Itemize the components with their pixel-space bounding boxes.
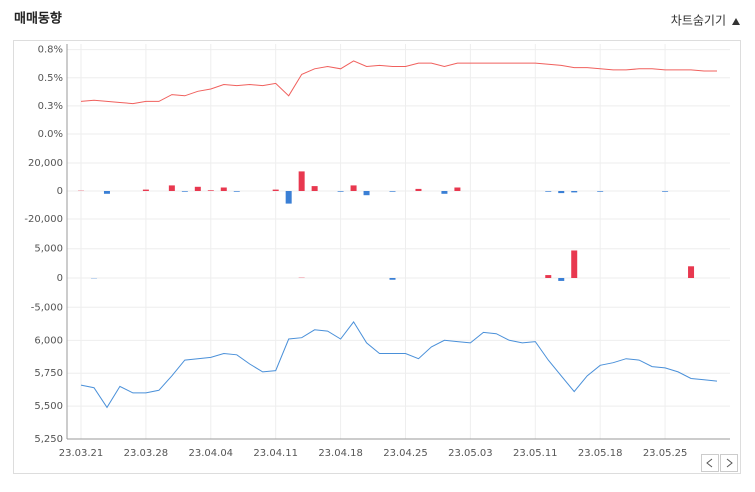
bar: [545, 275, 551, 278]
bar: [415, 189, 421, 191]
bar: [545, 191, 551, 192]
bar: [104, 191, 110, 194]
bar: [441, 191, 447, 194]
bar: [571, 250, 577, 278]
y-tick-label: -5,000: [31, 302, 63, 313]
prev-button[interactable]: [702, 455, 719, 472]
bar: [390, 278, 396, 280]
bar: [390, 191, 396, 192]
bar: [169, 185, 175, 191]
x-tick-label: 23.03.21: [59, 448, 104, 459]
line-series: [81, 322, 717, 408]
y-tick-label: 0: [57, 273, 63, 284]
x-tick-label: 23.04.04: [189, 448, 234, 459]
x-tick-label: 23.04.18: [318, 448, 363, 459]
bar: [221, 188, 227, 192]
y-tick-label: -20,000: [24, 214, 63, 225]
y-tick-label: 0: [57, 186, 63, 197]
toggle-chart[interactable]: 차트숨기기: [671, 14, 726, 28]
bar: [351, 185, 357, 191]
y-tick-label: 0.0%: [38, 129, 63, 140]
y-tick-label: 0.3%: [38, 101, 63, 112]
bar: [454, 188, 460, 192]
bar: [286, 191, 292, 204]
bar: [208, 190, 214, 191]
y-tick-label: 6,000: [34, 335, 63, 346]
x-tick-label: 23.05.03: [448, 448, 493, 459]
toggle-arrow[interactable]: [732, 18, 740, 25]
bar: [299, 171, 305, 191]
bar: [558, 191, 564, 193]
x-tick-label: 23.04.11: [253, 448, 298, 459]
bar: [597, 191, 603, 192]
bar: [143, 190, 149, 191]
bar: [182, 191, 188, 192]
y-tick-label: 20,000: [28, 158, 63, 169]
bar: [195, 187, 201, 191]
section-title: 매매동향: [14, 11, 62, 27]
x-tick-label: 23.05.11: [513, 448, 558, 459]
x-tick-label: 23.05.25: [643, 448, 688, 459]
y-tick-label: 5,750: [34, 368, 63, 379]
line-series: [81, 61, 717, 104]
bar: [364, 191, 370, 195]
bar: [558, 278, 564, 281]
x-tick-label: 23.03.28: [124, 448, 169, 459]
bar: [662, 191, 668, 192]
y-tick-label: 0.8%: [38, 45, 63, 56]
bar: [338, 191, 344, 192]
y-tick-label: 5,250: [34, 434, 63, 445]
y-tick-label: 5,500: [34, 401, 63, 412]
y-tick-label: 5,000: [34, 244, 63, 255]
x-tick-label: 23.04.25: [383, 448, 428, 459]
y-tick-label: 0.5%: [38, 73, 63, 84]
next-button[interactable]: [721, 455, 738, 472]
bar: [571, 191, 577, 192]
bar: [688, 266, 694, 278]
x-tick-label: 23.05.18: [578, 448, 623, 459]
bar: [273, 190, 279, 191]
bar: [234, 191, 240, 192]
bar: [312, 186, 318, 191]
